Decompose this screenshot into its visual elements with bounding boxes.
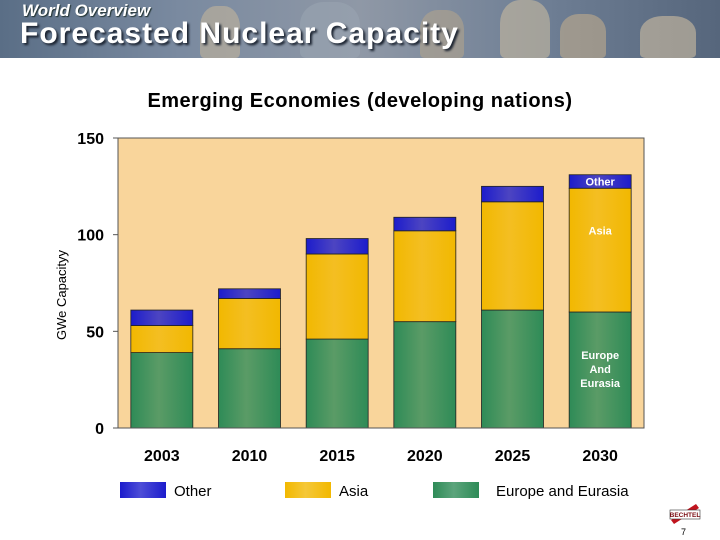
bar-europe-and-eurasia-2015 [305,338,369,429]
bar-asia-2020 [393,230,457,323]
bar-other-2010 [218,288,281,299]
bar-other-2020 [393,216,457,232]
x-tick-label-2010: 2010 [232,448,268,465]
y-tick-label-150: 150 [77,131,104,148]
page-number: 7 [680,527,686,537]
y-tick-label-0: 0 [95,421,104,438]
bar-asia-2010 [218,298,281,350]
bar-other-2025 [481,185,544,203]
bar-europe-and-eurasia-2010 [218,348,281,429]
banner-photo-worker-4 [560,14,606,58]
logo-plate [669,509,701,520]
bar-asia-2015 [305,253,369,340]
company-logo: BECHTEL [669,504,701,524]
annotation-europe-and-eurasia-line-0: Europe [581,350,619,362]
header-banner: World Overview Forecasted Nuclear Capaci… [0,0,720,58]
bar-europe-and-eurasia-2020 [393,321,457,429]
bar-asia-2003 [130,325,194,353]
annotation-europe-and-eurasia-line-1: And [589,364,610,376]
x-tick-label-2003: 2003 [144,448,180,465]
bar-asia-2025 [481,201,544,311]
banner-photo-worker-3 [500,0,550,58]
plot-area [117,137,645,429]
banner-photo-machinery [300,2,360,58]
x-tick-label-2020: 2020 [407,448,443,465]
bar-asia-2030 [568,187,632,313]
legend-label-other: Other [174,483,212,500]
x-tick-label-2025: 2025 [495,448,531,465]
legend-swatch-europe-and-eurasia [433,482,479,498]
bar-europe-and-eurasia-2030 [568,311,632,429]
x-tick-label-2015: 2015 [319,448,355,465]
legend-swatch-asia [285,482,331,498]
bar-europe-and-eurasia-2003 [130,352,194,429]
chart-title: Emerging Economies (developing nations) [147,90,573,112]
y-axis-title: GWe Capacityy [54,249,69,340]
banner-photo-worker-1 [200,6,240,58]
legend-swatch-other [120,482,166,498]
bar-europe-and-eurasia-2025 [481,309,544,429]
bar-other-2015 [305,238,369,255]
bar-other-2003 [130,309,194,326]
logo-wordmark: BECHTEL [670,512,701,519]
annotation-asia-line-0: Asia [589,225,613,237]
annotation-europe-and-eurasia-line-2: Eurasia [580,378,621,390]
legend-label-asia: Asia [339,483,369,500]
page-title: Forecasted Nuclear Capacity [20,17,459,50]
annotation-other-line-0: Other [585,177,615,189]
bar-other-2030 [568,174,632,189]
x-tick-label-2030: 2030 [582,448,618,465]
banner-photo-worker-2 [420,10,464,58]
section-kicker: World Overview [22,1,151,20]
legend-label-europe-and-eurasia: Europe and Eurasia [496,483,629,500]
y-tick-label-50: 50 [86,324,104,341]
y-tick-label-100: 100 [77,228,104,245]
banner-photo-worker-5 [640,16,696,58]
